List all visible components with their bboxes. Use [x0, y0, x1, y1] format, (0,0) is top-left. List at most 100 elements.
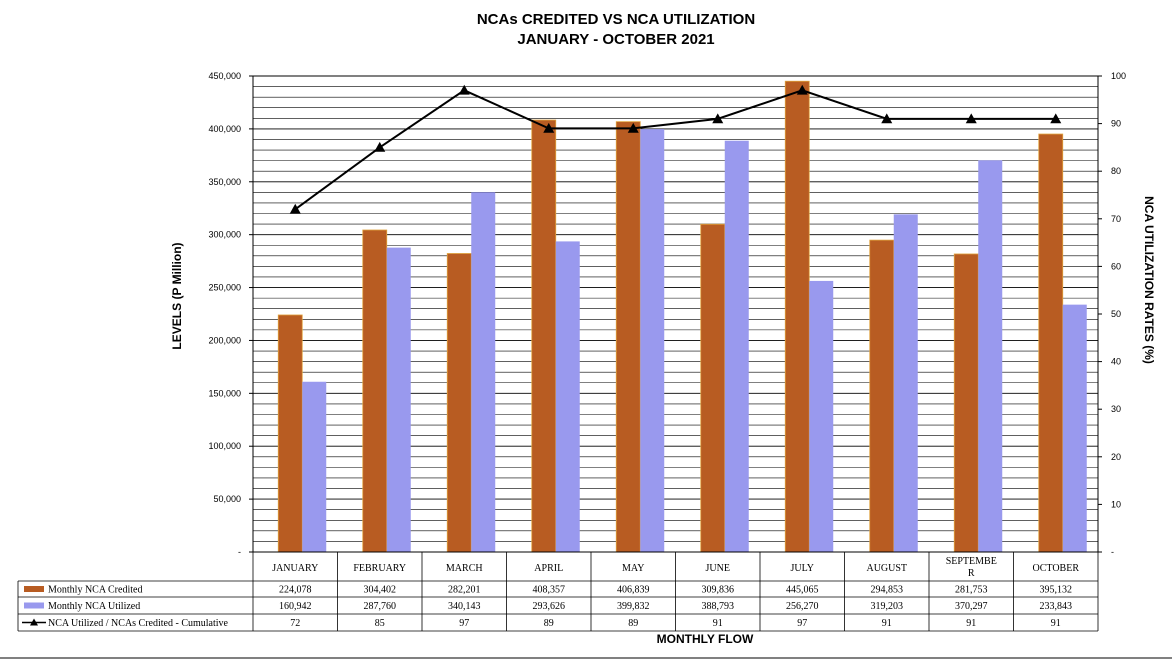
- x-category-label: AUGUST: [866, 563, 907, 574]
- data-label: 233,843: [1040, 601, 1073, 612]
- y-tick-label: 450,000: [208, 71, 241, 81]
- data-table: JANUARY FEBRUARY MARCH APRIL MAY JUNE JULY AUGU…: [0, 551, 1172, 659]
- data-label: 388,793: [702, 601, 735, 612]
- chart-title: NCAs CREDITED VS NCA UTILIZATION: [477, 11, 755, 28]
- data-label: 97: [797, 618, 807, 629]
- bar-credited: [277, 314, 303, 553]
- data-label: 282,201: [448, 585, 481, 596]
- line-marker: [965, 113, 977, 124]
- line-marker: [627, 122, 639, 133]
- data-label: 224,078: [279, 585, 312, 596]
- data-label: 287,760: [364, 601, 397, 612]
- legend-label: NCA Utilized / NCAs Credited - Cumulativ…: [48, 618, 229, 629]
- data-label: 281,753: [955, 585, 988, 596]
- x-category-label: FEBRUARY: [353, 563, 406, 574]
- y-axis-title: LEVELS (P Million): [170, 242, 184, 349]
- bar-credited: [869, 239, 895, 553]
- x-category-label: JANUARY: [272, 563, 318, 574]
- data-label: 293,626: [533, 601, 566, 612]
- data-label: 294,853: [871, 585, 904, 596]
- y2-tick-label: 90: [1111, 119, 1121, 129]
- y2-tick-label: 60: [1111, 261, 1121, 271]
- bar-utilized: [640, 129, 665, 552]
- x-axis-title: MONTHLY FLOW: [657, 632, 754, 646]
- legend-key: [24, 602, 44, 609]
- y-tick-label: 50,000: [213, 494, 241, 504]
- data-label: 256,270: [786, 601, 819, 612]
- y-tick-label: 250,000: [208, 283, 241, 293]
- data-label: 340,143: [448, 601, 481, 612]
- data-label: 408,357: [533, 585, 566, 596]
- x-category-label: SEPTEMBE R: [946, 556, 997, 579]
- y2-tick-label: 100: [1111, 71, 1126, 81]
- bar-utilized: [471, 192, 496, 553]
- bar-credited: [784, 80, 810, 553]
- y2-tick-label: 30: [1111, 404, 1121, 414]
- data-label: 406,839: [617, 585, 650, 596]
- data-label: 72: [290, 618, 300, 629]
- data-label: 319,203: [871, 601, 904, 612]
- y-tick-label: 100,000: [208, 441, 241, 451]
- y-tick-label: 400,000: [208, 124, 241, 134]
- bar-credited: [953, 253, 979, 553]
- x-category-label: OCTOBER: [1033, 563, 1080, 574]
- bar-utilized: [893, 214, 918, 552]
- y2-tick-label: 50: [1111, 309, 1121, 319]
- data-label: 370,297: [955, 601, 988, 612]
- bar-utilized: [555, 241, 580, 552]
- bar-credited: [615, 121, 641, 553]
- legend-key-marker: [30, 618, 38, 626]
- y2-tick-label: 10: [1111, 499, 1121, 509]
- y-tick-label: 300,000: [208, 230, 241, 240]
- line-marker: [374, 141, 386, 152]
- line-marker: [458, 84, 470, 95]
- x-category-label: JULY: [791, 563, 814, 574]
- y2-tick-label: 40: [1111, 357, 1121, 367]
- data-label: 304,402: [364, 585, 397, 596]
- bar-credited: [1038, 133, 1064, 553]
- y-tick-label: 150,000: [208, 388, 241, 398]
- y2-tick-label: 70: [1111, 214, 1121, 224]
- legend-label: Monthly NCA Credited: [48, 585, 142, 596]
- bar-credited: [531, 119, 557, 553]
- bar-utilized: [978, 160, 1003, 553]
- line-marker: [796, 84, 808, 95]
- line-marker: [1050, 113, 1062, 124]
- data-label: 399,832: [617, 601, 650, 612]
- legend-key: [24, 586, 44, 592]
- data-label: 97: [459, 618, 469, 629]
- y-tick-label: 200,000: [208, 335, 241, 345]
- data-label: 445,065: [786, 585, 819, 596]
- chart-subtitle: JANUARY - OCTOBER 2021: [517, 31, 714, 48]
- y-tick-label: -: [238, 547, 241, 557]
- y2-tick-label: 20: [1111, 452, 1121, 462]
- data-label: 89: [628, 618, 638, 629]
- data-label: 91: [1051, 618, 1061, 629]
- data-label: 91: [882, 618, 892, 629]
- bar-utilized: [302, 381, 327, 552]
- line-marker: [881, 113, 893, 124]
- data-label: 309,836: [702, 585, 735, 596]
- data-label: 89: [544, 618, 554, 629]
- y2-tick-label: 80: [1111, 166, 1121, 176]
- bar-utilized: [386, 247, 411, 552]
- line-marker: [543, 122, 555, 133]
- bars: [277, 80, 1087, 553]
- x-category-label: APRIL: [534, 563, 563, 574]
- data-label: 160,942: [279, 601, 312, 612]
- x-category-label: JUNE: [706, 563, 730, 574]
- utilization-line-path: [294, 89, 1056, 211]
- utilization-line: [289, 84, 1062, 214]
- data-label: 395,132: [1040, 585, 1073, 596]
- x-category-label: MARCH: [446, 563, 483, 574]
- bar-utilized: [724, 140, 749, 552]
- line-marker: [289, 203, 301, 214]
- legend-label: Monthly NCA Utilized: [48, 601, 140, 612]
- bar-credited: [362, 229, 388, 553]
- y2-tick-label: -: [1111, 547, 1114, 557]
- bar-utilized: [1062, 304, 1087, 552]
- x-category-label: MAY: [622, 563, 644, 574]
- line-marker: [712, 113, 724, 124]
- bar-credited: [700, 223, 726, 553]
